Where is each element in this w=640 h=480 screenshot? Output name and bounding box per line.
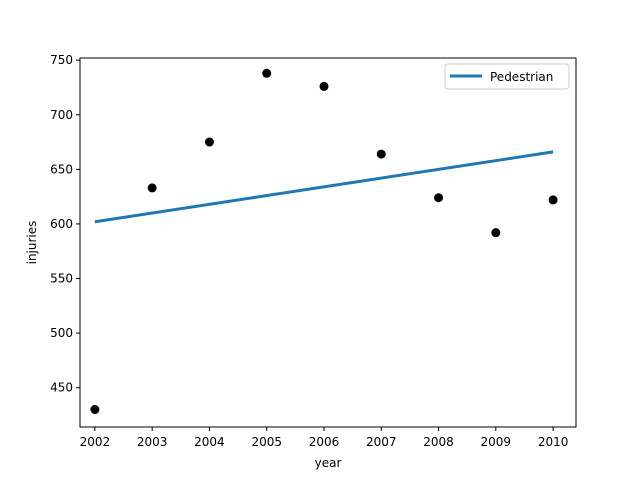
y-tick-label: 750 bbox=[50, 53, 73, 67]
y-tick-label: 550 bbox=[50, 272, 73, 286]
x-tick-label: 2004 bbox=[194, 435, 225, 449]
x-tick-label: 2003 bbox=[137, 435, 168, 449]
data-point bbox=[262, 69, 271, 78]
x-tick-label: 2006 bbox=[309, 435, 340, 449]
data-point bbox=[434, 193, 443, 202]
data-point bbox=[377, 150, 386, 159]
y-tick-label: 600 bbox=[50, 217, 73, 231]
y-tick-label: 700 bbox=[50, 108, 73, 122]
plot-area: 2002 2003 2004 2005 2006 2007 2008 2009 2010 450… bbox=[50, 53, 576, 449]
data-point bbox=[90, 405, 99, 414]
legend: Pedestrian bbox=[445, 64, 569, 89]
y-axis-label: injuries bbox=[25, 221, 39, 265]
y-tick-label: 650 bbox=[50, 162, 73, 176]
data-point bbox=[148, 183, 157, 192]
data-point bbox=[205, 138, 214, 147]
x-tick-label: 2005 bbox=[251, 435, 282, 449]
data-point bbox=[491, 228, 500, 237]
y-tick-label: 500 bbox=[50, 326, 73, 340]
data-point bbox=[549, 195, 558, 204]
legend-label-pedestrian: Pedestrian bbox=[490, 70, 553, 84]
data-point bbox=[319, 82, 328, 91]
x-tick-label: 2009 bbox=[481, 435, 512, 449]
plot-frame bbox=[80, 58, 576, 427]
y-tick-label: 450 bbox=[50, 381, 73, 395]
x-tick-label: 2002 bbox=[80, 435, 111, 449]
x-axis-label: year bbox=[315, 456, 342, 470]
x-tick-label: 2010 bbox=[538, 435, 569, 449]
x-tick-label: 2007 bbox=[366, 435, 397, 449]
x-tick-label: 2008 bbox=[423, 435, 454, 449]
